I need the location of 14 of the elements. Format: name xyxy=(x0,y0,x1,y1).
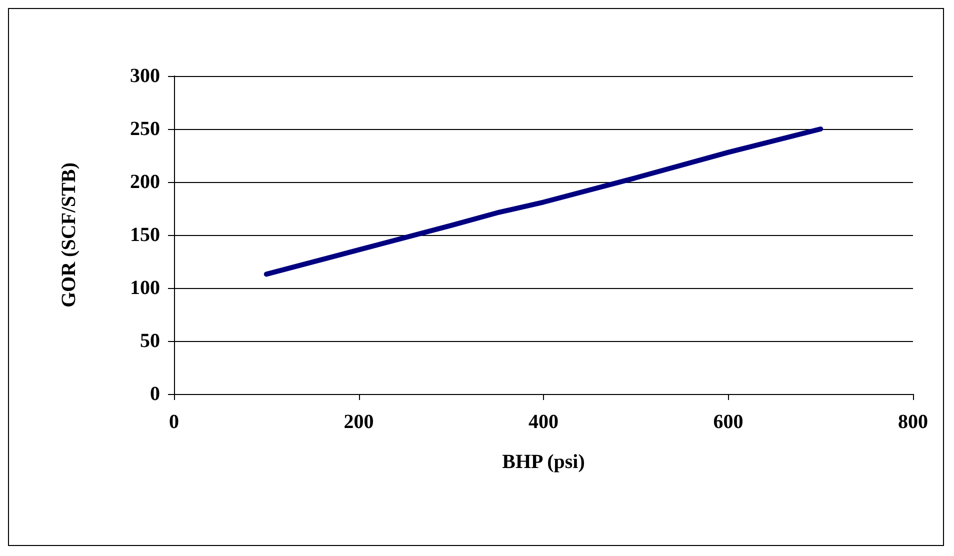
x-tick-label: 600 xyxy=(713,411,744,433)
y-tick-label: 0 xyxy=(150,383,160,405)
y-tick-label: 250 xyxy=(130,118,160,140)
x-tick-label: 0 xyxy=(169,411,179,433)
x-axis-title: BHP (psi) xyxy=(502,451,585,473)
y-tick-label: 300 xyxy=(130,65,160,87)
x-tick-label: 200 xyxy=(344,411,374,433)
x-tick-label: 400 xyxy=(528,411,558,433)
y-tick-label: 100 xyxy=(130,277,160,299)
y-tick-label: 150 xyxy=(130,224,160,246)
x-tick-label: 800 xyxy=(898,411,928,433)
y-tick-label: 200 xyxy=(130,171,160,193)
y-axis-title: GOR (SCF/STB) xyxy=(58,162,80,308)
y-tick-label: 50 xyxy=(140,330,160,352)
